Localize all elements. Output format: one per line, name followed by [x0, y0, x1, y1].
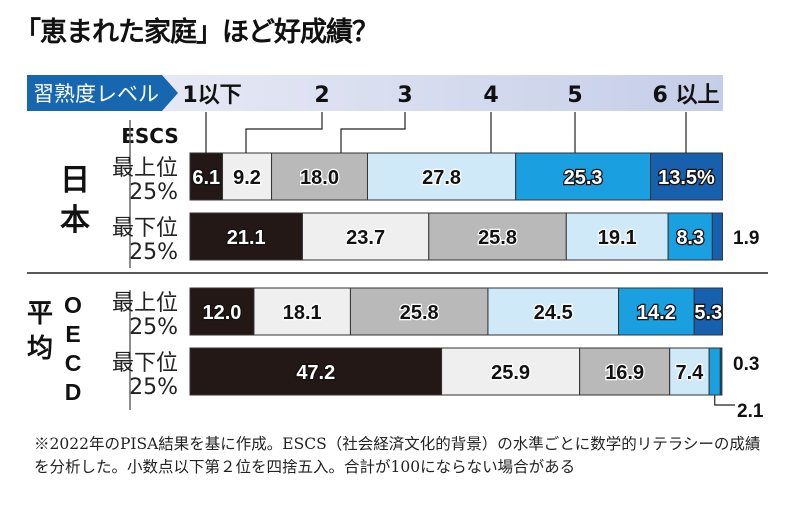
bar-segment — [650, 152, 723, 201]
data-label: 27.8 — [422, 167, 461, 189]
bar-segment — [349, 287, 489, 336]
data-label: 47.2 — [296, 362, 335, 384]
bar-segment — [189, 347, 443, 396]
leader-line — [245, 112, 323, 153]
chart-title: 「恵まれた家庭」ほど好成績？ — [14, 17, 379, 48]
legend-level-label: 5 — [567, 83, 582, 108]
bar-segment — [222, 152, 273, 201]
data-label: 16.9 — [605, 362, 644, 384]
bar-segment — [441, 347, 581, 396]
data-label: 25.8 — [478, 227, 517, 249]
bar-segment — [428, 212, 567, 261]
bar-segment — [693, 287, 723, 336]
data-label: 23.7 — [346, 227, 385, 249]
footnote: ※2022年のPISA結果を基に作成。ESCS（社会経済文化的背景）の水準ごとに… — [34, 435, 761, 476]
group-label-japan: 本 — [60, 203, 90, 238]
bar-segment — [579, 347, 671, 396]
bar-segment — [487, 287, 620, 336]
row-header: ESCS — [121, 124, 179, 148]
data-label: 6.1 — [192, 167, 220, 189]
bar-segment — [189, 287, 255, 336]
legend-title-arrow — [27, 75, 178, 111]
data-label: 1.9 — [733, 228, 759, 249]
legend-level-label: 1以下 — [182, 83, 241, 108]
bar-segment — [565, 212, 669, 261]
group-label-japan: 日 — [60, 163, 90, 198]
data-label: 18.1 — [283, 302, 322, 324]
data-label: 25.9 — [491, 362, 530, 384]
row-label: 最下位 — [112, 351, 178, 376]
bar-segment — [708, 347, 721, 396]
data-label: 9.2 — [233, 167, 261, 189]
bar-segment — [366, 152, 517, 201]
data-label: 24.5 — [534, 302, 573, 324]
bar-segment — [515, 152, 652, 201]
bar-segment — [667, 212, 713, 261]
row-label-pct: 25% — [129, 375, 178, 400]
data-label: 7.4 — [676, 362, 705, 384]
bar-segment — [189, 212, 303, 261]
row-label: 最上位 — [112, 291, 178, 316]
legend-level-label: 3 — [397, 83, 412, 108]
bar-segment — [271, 152, 368, 201]
data-label: 2.1 — [737, 401, 764, 422]
bar-segment — [301, 212, 430, 261]
data-label: 25.8 — [400, 302, 439, 324]
data-label: 18.0 — [300, 167, 339, 189]
row-label: 最上位 — [112, 156, 178, 181]
data-label: 19.1 — [598, 227, 637, 249]
row-label-pct: 25% — [129, 240, 178, 265]
legend-title: 習熟度レベル — [33, 82, 159, 106]
group-label-oecd-avg: 平 — [27, 299, 53, 329]
data-label: 8.3 — [676, 227, 704, 249]
row-label-pct: 25% — [129, 315, 178, 340]
data-label: 0.3 — [733, 354, 759, 375]
data-label: 14.2 — [637, 302, 676, 324]
data-label: 12.0 — [203, 302, 242, 324]
bar-segment — [618, 287, 695, 336]
bar-segment — [711, 212, 723, 261]
leader-line — [340, 112, 406, 153]
group-label-oecd: OECD — [60, 292, 86, 408]
data-label: 5.3 — [694, 302, 722, 324]
legend-level-label: 6 以上 — [653, 83, 720, 108]
group-label-oecd-avg: 均 — [27, 334, 53, 364]
callout-line — [714, 395, 735, 406]
data-label: 25.3 — [564, 167, 603, 189]
row-label-pct: 25% — [129, 180, 178, 205]
row-label: 最下位 — [112, 216, 178, 241]
bar-segment — [189, 152, 224, 201]
bar-segment — [669, 347, 710, 396]
data-label: 21.1 — [227, 227, 266, 249]
legend-level-label: 2 — [314, 83, 329, 108]
data-label: 13.5% — [658, 167, 715, 189]
legend-level-label: 4 — [483, 83, 498, 108]
bar-segment — [719, 347, 723, 396]
